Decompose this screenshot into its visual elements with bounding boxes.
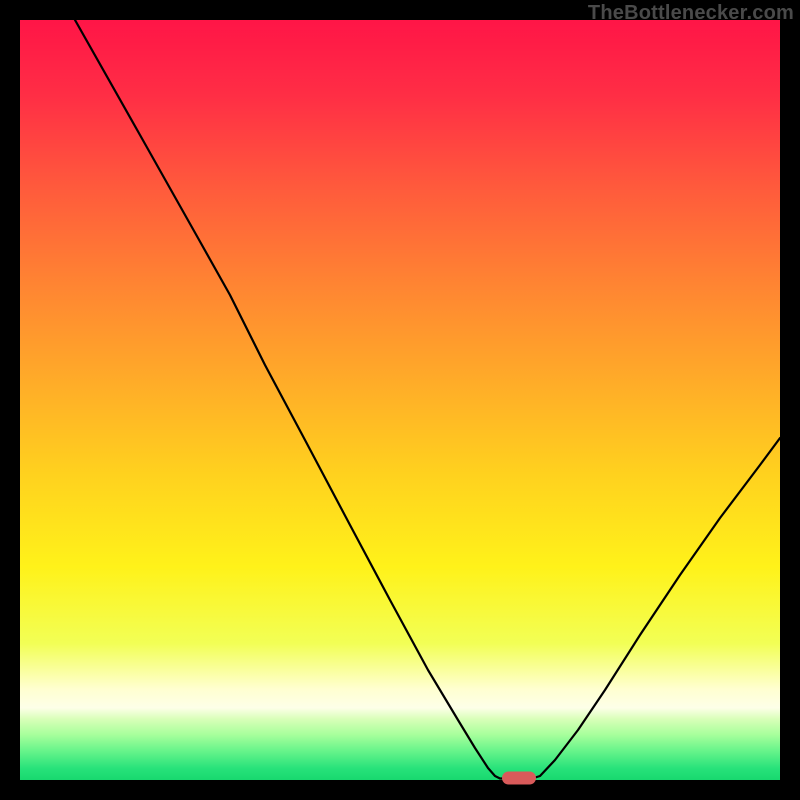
plot-area [20,20,780,780]
optimum-marker [502,772,536,785]
bottleneck-curve [20,20,780,780]
watermark-text: TheBottlenecker.com [588,2,794,25]
chart-frame: TheBottlenecker.com [0,0,800,800]
